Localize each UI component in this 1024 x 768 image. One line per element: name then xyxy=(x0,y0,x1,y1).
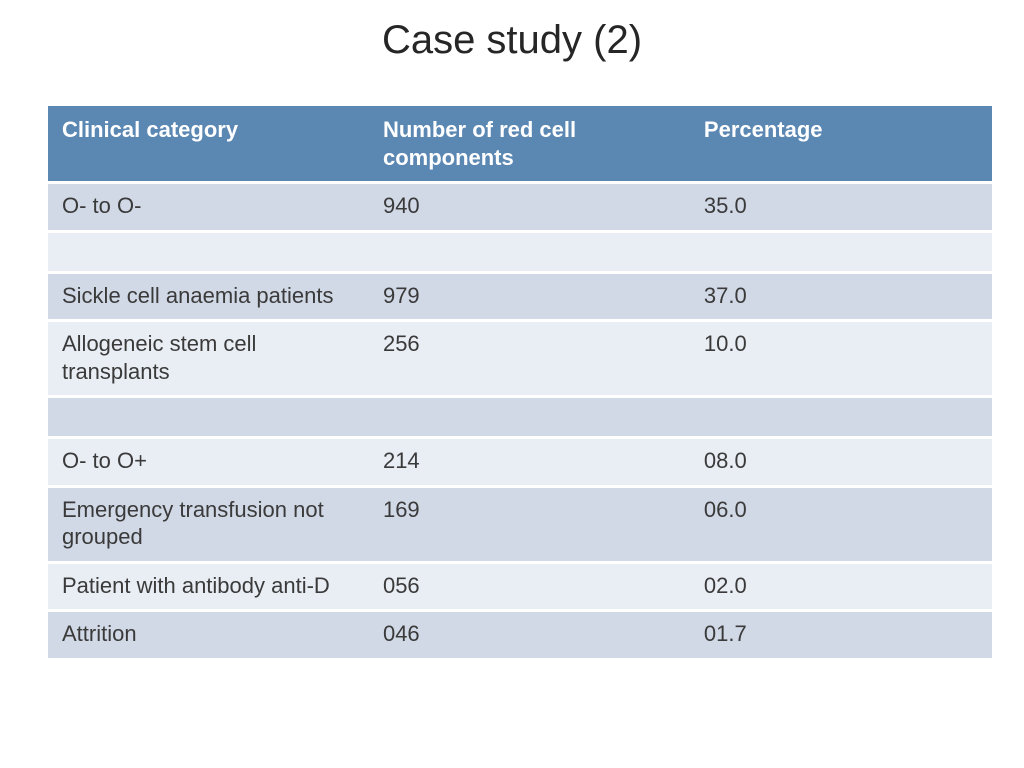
cell-category: O- to O- xyxy=(48,184,369,230)
cell-percentage: 10.0 xyxy=(690,322,992,395)
table-row xyxy=(48,398,992,436)
table-row xyxy=(48,233,992,271)
cell-category: Patient with antibody anti-D xyxy=(48,564,369,610)
table-row: O- to O+ 214 08.0 xyxy=(48,439,992,485)
cell-number: 056 xyxy=(369,564,690,610)
cell-number: 256 xyxy=(369,322,690,395)
cell-number: 046 xyxy=(369,612,690,658)
table-body: O- to O- 940 35.0 Sickle cell anaemia pa… xyxy=(48,184,992,658)
cell-percentage: 37.0 xyxy=(690,274,992,320)
cell-number xyxy=(369,398,690,436)
cell-number xyxy=(369,233,690,271)
table-row: Allogeneic stem cell transplants 256 10.… xyxy=(48,322,992,395)
col-header-category: Clinical category xyxy=(48,106,369,181)
cell-percentage: 01.7 xyxy=(690,612,992,658)
cell-category: O- to O+ xyxy=(48,439,369,485)
page-title: Case study (2) xyxy=(0,0,1024,103)
cell-category xyxy=(48,233,369,271)
table-row: Patient with antibody anti-D 056 02.0 xyxy=(48,564,992,610)
cell-percentage: 06.0 xyxy=(690,488,992,561)
table-row: O- to O- 940 35.0 xyxy=(48,184,992,230)
cell-number: 979 xyxy=(369,274,690,320)
table-row: Emergency transfusion not grouped 169 06… xyxy=(48,488,992,561)
table-row: Attrition 046 01.7 xyxy=(48,612,992,658)
data-table-container: Clinical category Number of red cell com… xyxy=(0,103,1024,661)
cell-percentage: 08.0 xyxy=(690,439,992,485)
cell-percentage xyxy=(690,233,992,271)
cell-number: 940 xyxy=(369,184,690,230)
col-header-percentage: Percentage xyxy=(690,106,992,181)
table-row: Sickle cell anaemia patients 979 37.0 xyxy=(48,274,992,320)
cell-percentage: 35.0 xyxy=(690,184,992,230)
cell-category: Attrition xyxy=(48,612,369,658)
cell-percentage: 02.0 xyxy=(690,564,992,610)
cell-percentage xyxy=(690,398,992,436)
cell-category xyxy=(48,398,369,436)
cell-category: Allogeneic stem cell transplants xyxy=(48,322,369,395)
data-table: Clinical category Number of red cell com… xyxy=(48,103,992,661)
table-header-row: Clinical category Number of red cell com… xyxy=(48,106,992,181)
cell-number: 169 xyxy=(369,488,690,561)
col-header-number: Number of red cell components xyxy=(369,106,690,181)
cell-category: Sickle cell anaemia patients xyxy=(48,274,369,320)
cell-number: 214 xyxy=(369,439,690,485)
cell-category: Emergency transfusion not grouped xyxy=(48,488,369,561)
